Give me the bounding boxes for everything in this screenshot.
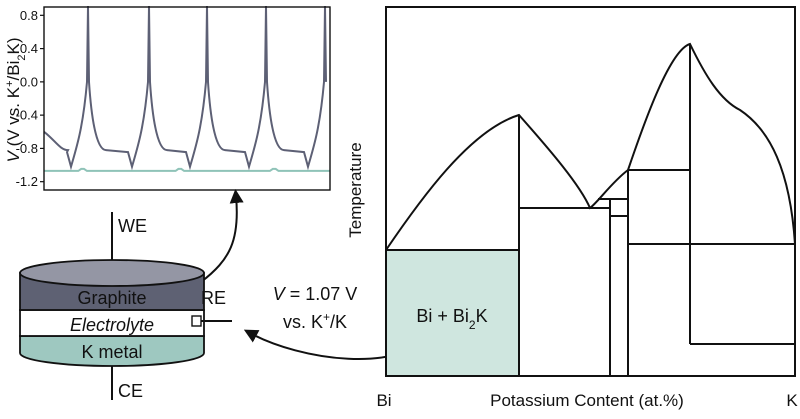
phase-lines: [386, 44, 795, 376]
liquidus-curve: [385, 42, 796, 251]
arrow-to-inset: [200, 189, 244, 283]
reference-electrode: [191, 315, 202, 327]
k-metal-label: K metal: [81, 342, 142, 362]
y-tick-label: -1.2: [16, 174, 38, 189]
graphite-top-face: [19, 259, 205, 287]
temperature-axis-label: Temperature: [346, 142, 365, 237]
voltage-curve: [43, 5, 327, 171]
annotation-line-2: vs. K+/K: [283, 310, 347, 332]
potential-annotation: V = 1.07 V vs. K+/K: [273, 284, 358, 332]
k-reference-curve: [44, 167, 330, 172]
graphite-label: Graphite: [77, 288, 146, 308]
y-tick-label: -0.8: [16, 141, 38, 156]
re-label: RE: [201, 288, 226, 308]
we-label: WE: [118, 216, 147, 236]
cell-diagram: WE CE Graphite Electrolyte K metal RE: [19, 212, 232, 401]
phase-diagram: Temperature Potassium Content (at.%) Bi …: [346, 6, 798, 410]
y-tick-label: 0.0: [20, 74, 38, 89]
k-metal-layer: [19, 335, 205, 367]
bi-end-label: Bi: [376, 391, 391, 410]
y-tick-label: 0.8: [20, 8, 38, 23]
y-tick-label: 0.4: [20, 41, 38, 56]
inset-y-tick-labels: 0.8 0.4 0.0 -0.4 -0.8 -1.2: [16, 8, 38, 189]
inset-frame: [43, 6, 331, 191]
inset-y-axis-label: V (V vs. K+/Bi2K): [4, 38, 28, 163]
inset-voltage-plot: 0.8 0.4 0.0 -0.4 -0.8 -1.2 V (V vs. K+/B…: [4, 5, 331, 191]
electrolyte-layer: [19, 309, 205, 337]
bi-bi2k-region: [386, 250, 519, 376]
y-tick-label: -0.4: [16, 108, 38, 123]
annotation-line-1: V = 1.07 V: [273, 284, 358, 304]
electrolyte-label: Electrolyte: [70, 315, 154, 335]
phase-diagram-frame: [385, 6, 796, 377]
ce-label: CE: [118, 381, 143, 401]
bi-bi2k-region-label: Bi + Bi2K: [416, 306, 487, 332]
potassium-axis-label: Potassium Content (at.%): [490, 391, 684, 410]
k-end-label: K: [786, 391, 798, 410]
